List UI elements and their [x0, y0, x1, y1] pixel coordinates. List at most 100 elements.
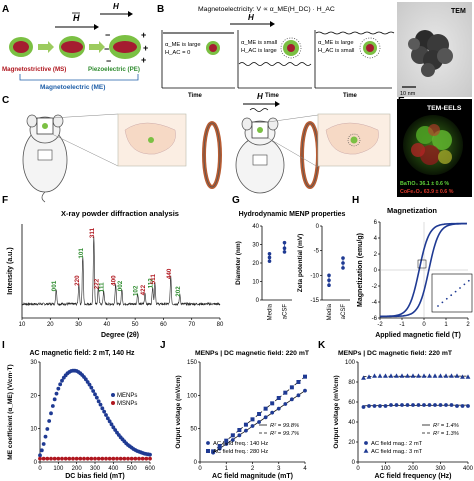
y-tick-label: -15 — [310, 298, 319, 304]
legend-label: AC field freq.: 140 Hz — [213, 441, 268, 447]
data-point — [341, 266, 345, 270]
data-point — [211, 449, 216, 454]
fit-legend-label: R² = 99.7% — [270, 431, 299, 437]
y-tick-label: 60 — [348, 400, 355, 406]
data-point — [289, 385, 294, 390]
data-point — [394, 403, 399, 407]
field-arrow-a: H — [55, 12, 99, 30]
data-point — [449, 403, 454, 407]
data-point — [399, 373, 405, 378]
time-label-2: Time — [265, 93, 280, 99]
data-point — [49, 411, 53, 416]
chart-title: X-ray powder diffraction analysis — [61, 209, 179, 218]
data-point — [129, 456, 134, 461]
time-label-3: Time — [343, 93, 358, 99]
data-point — [296, 380, 301, 384]
legend-label: MENPs — [117, 393, 137, 399]
chart-k-voltage-vs-freq: MENPs | DC magnetic field: 220 mT0 100 200… — [333, 350, 474, 480]
hysteresis-branch — [380, 222, 467, 318]
data-point — [140, 456, 145, 461]
plus-sign-2: + — [143, 43, 148, 53]
data-point — [104, 456, 108, 461]
data-point — [303, 388, 307, 393]
data-point — [410, 373, 416, 378]
data-point — [41, 456, 46, 461]
x-tick-label: 2 — [466, 322, 470, 328]
peak-label: 422 — [140, 284, 147, 295]
y-tick-label: 50 — [190, 427, 197, 433]
data-point — [421, 373, 427, 378]
data-point — [60, 456, 64, 461]
data-point — [113, 428, 118, 432]
x-tick-label: 0 — [38, 466, 42, 472]
plus-sign-3: + — [141, 55, 146, 65]
data-point — [93, 392, 97, 397]
data-point — [367, 404, 371, 408]
data-point — [257, 420, 261, 424]
category-label: aCSF — [283, 304, 289, 320]
x-tick-label: 4 — [303, 466, 307, 472]
peak-label: 400 — [111, 275, 118, 286]
x-tick-label: 0 — [422, 322, 426, 328]
panel-b-schematic: Magnetoelectricity: V ∝ α_ME(H_DC) · H_A… — [161, 6, 395, 99]
time-label-1: Time — [188, 93, 203, 99]
data-point — [372, 373, 377, 378]
y-tick-label: 0 — [374, 268, 378, 274]
data-point — [50, 404, 55, 408]
arrow-a2 — [89, 41, 105, 53]
data-point — [47, 419, 52, 423]
data-point — [270, 410, 275, 415]
data-point — [341, 256, 345, 260]
panel-label-k: K — [318, 340, 326, 351]
inset-point — [437, 305, 439, 307]
legend-label: AC field mag.: 2 mT — [371, 441, 423, 447]
inset-point — [463, 283, 466, 286]
zoom-marker — [417, 259, 427, 269]
data-point — [71, 456, 75, 461]
y-tick-label: 80 — [348, 380, 355, 386]
y-tick-label: 20 — [348, 440, 355, 446]
y-tick-label: -10 — [310, 273, 319, 279]
data-point — [466, 404, 470, 408]
data-point — [327, 273, 331, 278]
data-point — [56, 386, 61, 391]
data-point — [411, 403, 415, 407]
peak-label: 311 — [89, 227, 96, 238]
data-point — [361, 375, 366, 380]
data-point — [43, 434, 48, 439]
x-tick-label: 20 — [47, 322, 54, 328]
box3-line2: H_AC is small — [318, 48, 354, 54]
x-tick-label: 40 — [104, 322, 111, 328]
panel-e-eels-image: TEM-EELS BaTiO₃ 36.1 ± 0.6 % CoFe₂O₄ 63.… — [397, 99, 472, 197]
eels-title: TEM-EELS — [427, 105, 462, 112]
data-point — [416, 403, 421, 407]
inset-point — [454, 290, 457, 293]
data-point — [39, 448, 44, 453]
me-bracket — [19, 74, 139, 81]
data-point — [100, 406, 105, 411]
data-point — [383, 373, 388, 378]
panel-d-tem-image: TEM 10 nm — [397, 2, 472, 97]
inset-point — [441, 301, 444, 304]
chart-i-me-coefficient: AC magnetic field: 2 mT, 140 Hz0 100 200 30… — [7, 350, 156, 480]
data-point — [449, 373, 454, 378]
data-point — [56, 456, 61, 461]
data-point — [224, 438, 229, 443]
field-symbol-a2: H — [113, 2, 119, 11]
data-point — [237, 433, 242, 438]
data-point — [52, 397, 57, 402]
y-tick-label: -6 — [372, 316, 378, 322]
legend-marker — [363, 448, 369, 453]
data-point — [378, 404, 382, 408]
y-tick-label: 150 — [187, 360, 198, 366]
data-point — [89, 456, 94, 461]
ms-core-2 — [61, 41, 83, 53]
data-point — [460, 404, 465, 408]
equation-text: Magnetoelectricity: V ∝ α_ME(H_DC) · H_A… — [198, 6, 335, 13]
field-arrow-c: H — [243, 92, 280, 112]
arrow-a1 — [38, 41, 54, 53]
data-point — [133, 456, 138, 461]
x-tick-label: 1 — [225, 466, 229, 472]
data-point — [243, 422, 248, 427]
data-point — [230, 433, 235, 438]
